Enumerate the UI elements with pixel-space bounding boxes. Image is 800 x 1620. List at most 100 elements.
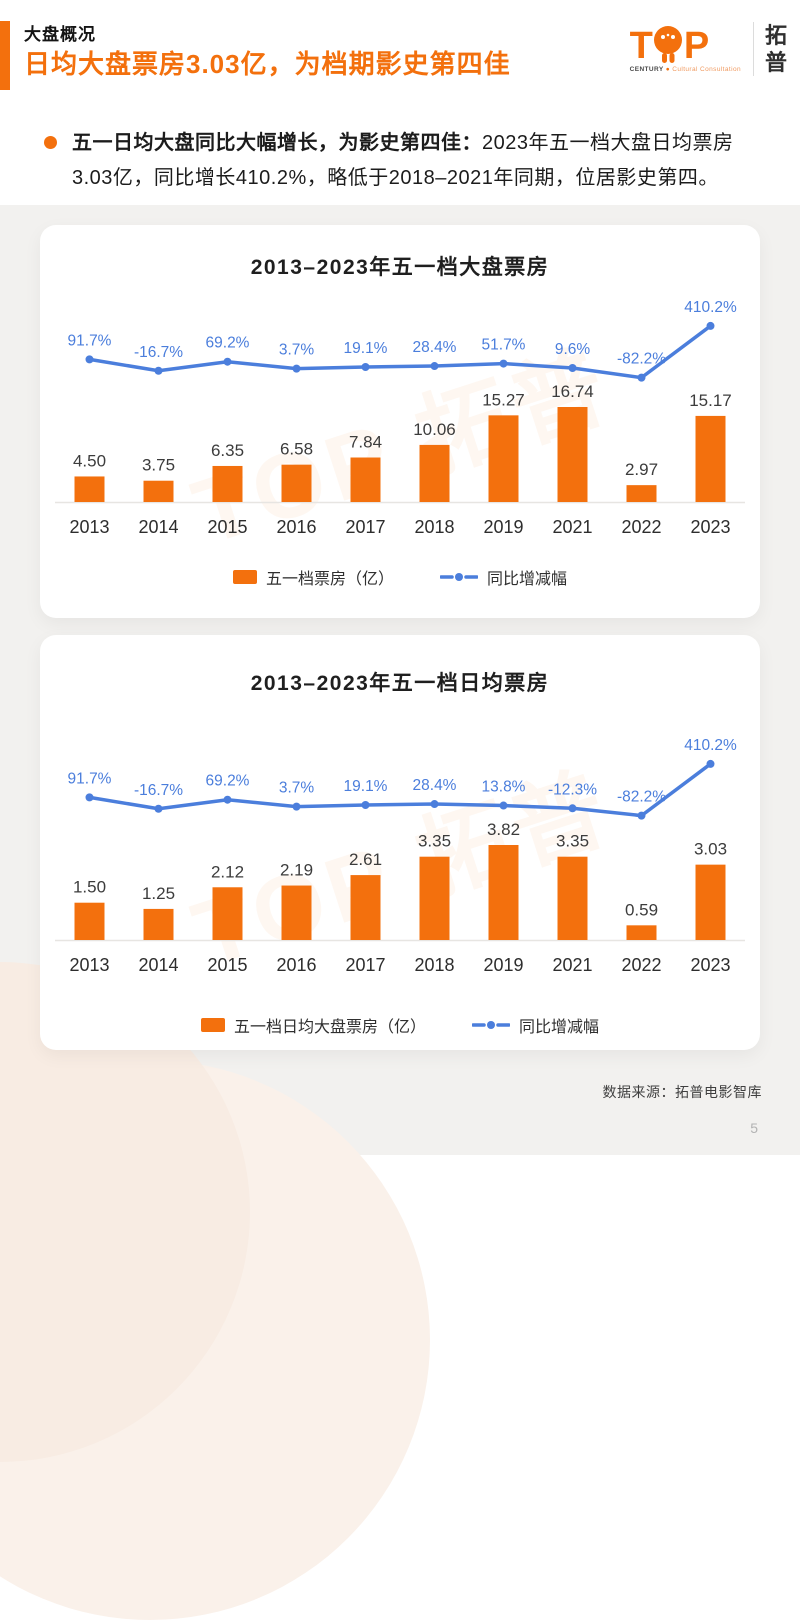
trend-point — [361, 800, 370, 809]
bar-value-label: 3.75 — [142, 456, 175, 475]
x-tick-label: 2015 — [207, 517, 247, 537]
bar-2022 — [626, 485, 657, 502]
page-title: 日均大盘票房3.03亿，为档期影史第四佳 — [24, 49, 511, 79]
trend-point — [154, 366, 163, 375]
trend-pct-label: -16.7% — [134, 344, 183, 361]
page-eyebrow: 大盘概况 — [24, 25, 96, 44]
chart-card-total-box-office: TOP 拓普 2013–2023年五一档大盘票房 4.50 2013 3.75 201… — [40, 225, 760, 618]
summary-bullet-item: 五一日均大盘同比大幅增长，为影史第四佳：2023年五一档大盘日均票房3.03亿，… — [44, 126, 760, 196]
chart-legend: 五一档日均大盘票房（亿） 同比增减幅 — [40, 1013, 760, 1037]
bar-2022 — [626, 925, 657, 940]
chart-plot-area: 4.50 2013 3.75 2014 6.35 2015 6.58 2016 7.84 2017… — [55, 297, 745, 542]
bar-value-label: 7.84 — [349, 433, 382, 452]
trend-point — [637, 373, 646, 382]
x-tick-label: 2017 — [345, 517, 385, 537]
chart-plot: 1.50 2013 1.25 2014 2.12 2015 2.19 2016 2.61 2017… — [55, 737, 745, 975]
bar-value-label: 0.59 — [625, 900, 658, 919]
legend-label: 五一档日均大盘票房（亿） — [233, 1019, 426, 1036]
bar-value-label: 1.25 — [142, 884, 175, 903]
bar-2017 — [350, 875, 381, 940]
header-accent-bar — [0, 21, 10, 90]
bar-value-label: 3.35 — [418, 832, 451, 851]
bar-value-label: 4.50 — [73, 451, 106, 470]
chart-title: 2013–2023年五一档大盘票房 — [250, 256, 550, 279]
legend-bar-swatch-icon — [200, 1018, 225, 1032]
logo-divider — [753, 22, 754, 76]
x-tick-label: 2019 — [483, 517, 523, 537]
summary-lead: 五一日均大盘同比大幅增长，为影史第四佳： — [72, 132, 482, 154]
trend-pct-label: 3.7% — [279, 780, 315, 797]
legend-item-bar-series: 五一档票房（亿） — [232, 565, 394, 589]
logo-dot-icon: ● — [665, 65, 671, 73]
logo-letter-t: T — [629, 24, 653, 67]
legend-line-marker-icon — [472, 1021, 510, 1029]
x-tick-label: 2017 — [345, 955, 385, 975]
x-tick-label: 2016 — [276, 955, 316, 975]
trend-pct-label: 91.7% — [68, 332, 112, 349]
trend-point — [568, 363, 577, 372]
bar-2023 — [695, 415, 726, 502]
trend-point — [430, 362, 439, 371]
bar-2015 — [212, 465, 243, 502]
bar-2016 — [281, 885, 312, 940]
trend-pct-label: 51.7% — [482, 337, 526, 354]
summary-text: 五一日均大盘同比大幅增长，为影史第四佳：2023年五一档大盘日均票房3.03亿，… — [72, 126, 760, 196]
bar-value-label: 15.17 — [689, 391, 732, 410]
x-tick-label: 2022 — [621, 955, 661, 975]
trend-pct-label: 13.8% — [482, 779, 526, 796]
summary-body: 2023年五一档大盘日均票房3.03亿，同比增长410.2%，略低于2018–2… — [72, 132, 734, 189]
legend-item-line-series: 同比增减幅 — [440, 565, 567, 589]
legend-label: 同比增减幅 — [519, 1019, 600, 1036]
x-tick-label: 2015 — [207, 955, 247, 975]
trend-pct-label: 91.7% — [68, 770, 112, 787]
trend-point — [637, 811, 646, 820]
trend-pct-label: 410.2% — [684, 299, 737, 316]
trend-point — [223, 795, 232, 804]
bar-2014 — [143, 908, 174, 940]
bar-value-label: 16.74 — [551, 382, 594, 401]
x-tick-label: 2014 — [138, 517, 178, 537]
chart-card-daily-box-office: TOP 拓普 2013–2023年五一档日均票房 1.50 2013 1.25 201… — [40, 635, 760, 1050]
trend-pct-label: 3.7% — [279, 342, 315, 359]
x-tick-label: 2021 — [552, 955, 592, 975]
trend-point — [223, 357, 232, 366]
trend-point — [706, 321, 715, 330]
x-tick-label: 2021 — [552, 517, 592, 537]
trend-point — [568, 804, 577, 813]
trend-point — [154, 804, 163, 813]
legend-label: 同比增减幅 — [487, 571, 568, 588]
bar-value-label: 2.12 — [211, 862, 244, 881]
trend-point — [361, 362, 370, 371]
bar-value-label: 3.03 — [694, 840, 727, 859]
trend-pct-label: 9.6% — [555, 341, 591, 358]
logo-tagline: CENTURY ● Cultural Consultation — [629, 65, 741, 73]
legend-bar-swatch-icon — [232, 570, 257, 584]
x-tick-label: 2014 — [138, 955, 178, 975]
trend-line — [87, 762, 713, 818]
bar-2013 — [74, 902, 105, 940]
trend-point — [85, 793, 94, 802]
top-logo-wordmark: T P CENTURY ● Cultural Consultation — [629, 24, 741, 73]
x-tick-label: 2022 — [621, 517, 661, 537]
bar-value-label: 6.35 — [211, 441, 244, 460]
trend-pct-label: -12.3% — [548, 781, 597, 798]
legend-item-line-series: 同比增减幅 — [472, 1013, 599, 1037]
bar-2017 — [350, 457, 381, 502]
bar-2019 — [488, 415, 519, 502]
bar-2023 — [695, 864, 726, 940]
bar-value-label: 10.06 — [413, 420, 456, 439]
trend-pct-label: 19.1% — [344, 340, 388, 357]
legend-label: 五一档票房（亿） — [265, 571, 394, 588]
logo-letter-p: P — [683, 24, 709, 67]
chart-plot: 4.50 2013 3.75 2014 6.35 2015 6.58 2016 7.84 2017… — [55, 299, 745, 537]
trend-point — [430, 800, 439, 809]
x-tick-label: 2023 — [690, 517, 730, 537]
bar-2016 — [281, 464, 312, 502]
trend-point — [85, 355, 94, 364]
trend-point — [292, 364, 301, 373]
trend-point — [499, 801, 508, 810]
logo-brand-cn: 拓普 — [764, 23, 787, 75]
bar-2013 — [74, 476, 105, 502]
x-tick-label: 2016 — [276, 517, 316, 537]
bar-2021 — [557, 856, 588, 940]
